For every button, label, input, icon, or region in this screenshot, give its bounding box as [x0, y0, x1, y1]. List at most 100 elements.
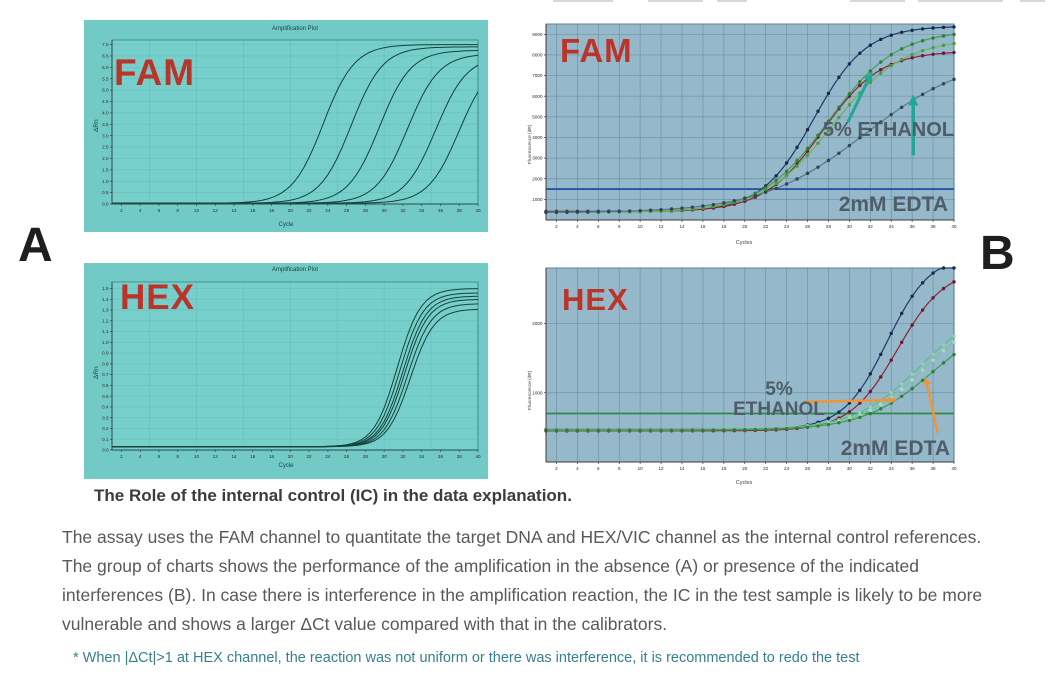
svg-text:20: 20 [288, 208, 294, 213]
svg-text:1.2: 1.2 [102, 318, 109, 323]
svg-text:26: 26 [344, 454, 350, 459]
svg-text:5.0: 5.0 [102, 88, 109, 93]
svg-text:12: 12 [213, 454, 219, 459]
crop-artifact-line [553, 0, 613, 2]
svg-text:22: 22 [763, 224, 769, 229]
caption-line: The group of charts shows the performanc… [62, 556, 920, 576]
x-axis-label: Cycle [278, 463, 294, 469]
y-axis-label: Fluorescence (dR) [528, 370, 533, 410]
svg-text:8: 8 [176, 208, 179, 213]
svg-text:32: 32 [400, 208, 406, 213]
svg-text:32: 32 [400, 454, 406, 459]
crop-artifact-line [850, 0, 905, 2]
svg-text:6: 6 [158, 208, 161, 213]
svg-text:6000: 6000 [532, 94, 543, 99]
svg-text:6: 6 [158, 454, 161, 459]
svg-text:0.5: 0.5 [102, 394, 109, 399]
svg-text:26: 26 [805, 466, 811, 471]
svg-text:0.0: 0.0 [102, 202, 109, 207]
svg-text:1.4: 1.4 [102, 297, 109, 302]
svg-text:8: 8 [176, 454, 179, 459]
svg-text:8000: 8000 [532, 53, 543, 58]
channel-label-hex: HEX [120, 278, 195, 317]
svg-text:0.9: 0.9 [102, 351, 109, 356]
svg-text:14: 14 [231, 208, 237, 213]
annotation-ethanol-line2: ETHANOL [733, 399, 825, 420]
svg-text:34: 34 [889, 224, 895, 229]
svg-text:4: 4 [139, 208, 142, 213]
svg-text:0.3: 0.3 [102, 415, 109, 420]
svg-text:38: 38 [457, 208, 463, 213]
svg-text:0.1: 0.1 [102, 437, 109, 442]
svg-text:0.2: 0.2 [102, 426, 109, 431]
chart-canvas: 1.5 1.4 1.3 1.2 1.1 1.0 0.9 0.8 0.7 0.6 0.5 0.4 0.3 0… [102, 281, 481, 459]
svg-text:18: 18 [269, 208, 275, 213]
svg-text:30: 30 [847, 224, 853, 229]
svg-text:2000: 2000 [532, 176, 543, 181]
svg-text:24: 24 [325, 208, 331, 213]
svg-text:9000: 9000 [532, 32, 543, 37]
svg-text:1.0: 1.0 [102, 340, 109, 345]
svg-text:2: 2 [120, 208, 123, 213]
svg-text:40: 40 [475, 208, 481, 213]
svg-text:40: 40 [951, 224, 957, 229]
svg-text:28: 28 [826, 466, 832, 471]
channel-label-fam: FAM [114, 52, 196, 93]
svg-text:5.5: 5.5 [102, 76, 109, 81]
svg-text:30: 30 [382, 208, 388, 213]
svg-text:1.5: 1.5 [102, 167, 109, 172]
svg-text:0.6: 0.6 [102, 383, 109, 388]
svg-text:8: 8 [618, 224, 621, 229]
amplification-plot-a-hex: 1.5 1.4 1.3 1.2 1.1 1.0 0.9 0.8 0.7 0.6 0.5 0.4 0.3 0… [84, 263, 488, 479]
svg-text:0.4: 0.4 [102, 405, 109, 410]
plot-title: Amplification Plot [271, 267, 319, 273]
svg-text:3.0: 3.0 [102, 133, 109, 138]
svg-text:1000: 1000 [532, 197, 543, 202]
svg-text:32: 32 [868, 224, 874, 229]
svg-text:26: 26 [344, 208, 350, 213]
svg-text:40: 40 [475, 454, 481, 459]
svg-text:6.5: 6.5 [102, 54, 109, 59]
svg-text:34: 34 [419, 208, 425, 213]
x-axis-label: Cycle [278, 222, 294, 228]
chart-canvas: 7.0 6.5 6.0 5.5 5.0 4.5 4.0 3.5 3.0 2.5 2.0 1.5 1.0 0… [102, 39, 481, 213]
svg-text:4.0: 4.0 [102, 110, 109, 115]
svg-text:22: 22 [763, 466, 769, 471]
panel-label-a: A [18, 219, 53, 272]
caption-heading: The Role of the internal control (IC) in… [94, 486, 572, 505]
svg-text:0.0: 0.0 [102, 448, 109, 453]
svg-text:20: 20 [288, 454, 294, 459]
svg-text:16: 16 [250, 208, 256, 213]
svg-text:7.0: 7.0 [102, 42, 109, 47]
svg-text:2.5: 2.5 [102, 145, 109, 150]
svg-text:36: 36 [910, 224, 916, 229]
x-axis-label: Cycles [735, 240, 753, 246]
svg-text:2.0: 2.0 [102, 156, 109, 161]
x-axis-label: Cycles [735, 480, 753, 486]
caption-line: interferences (B). In case there is inte… [62, 585, 983, 605]
svg-text:28: 28 [363, 454, 369, 459]
interference-plot-b-hex: 2000 1000 2 4 6 8 10 12 14 16 18 20 22 24 26 28 30 32 34 36… [524, 262, 964, 488]
svg-text:2000: 2000 [532, 321, 543, 326]
svg-text:12: 12 [659, 466, 665, 471]
svg-text:12: 12 [213, 208, 219, 213]
crop-artifact-line [717, 0, 747, 2]
svg-text:4000: 4000 [532, 135, 543, 140]
svg-text:40: 40 [951, 466, 957, 471]
svg-text:32: 32 [868, 466, 874, 471]
svg-text:6.0: 6.0 [102, 65, 109, 70]
svg-text:1.3: 1.3 [102, 308, 109, 313]
svg-text:2: 2 [555, 466, 558, 471]
svg-text:30: 30 [382, 454, 388, 459]
svg-text:2: 2 [555, 224, 558, 229]
annotation-ethanol: 5% ETHANOL [822, 119, 954, 141]
crop-artifact-line [918, 0, 1003, 2]
svg-text:10: 10 [638, 224, 644, 229]
svg-text:1.0: 1.0 [102, 179, 109, 184]
crop-artifact-line [1020, 0, 1045, 2]
y-axis-label: Fluorescence (dR) [528, 124, 533, 164]
svg-text:8: 8 [618, 466, 621, 471]
svg-text:20: 20 [742, 466, 748, 471]
